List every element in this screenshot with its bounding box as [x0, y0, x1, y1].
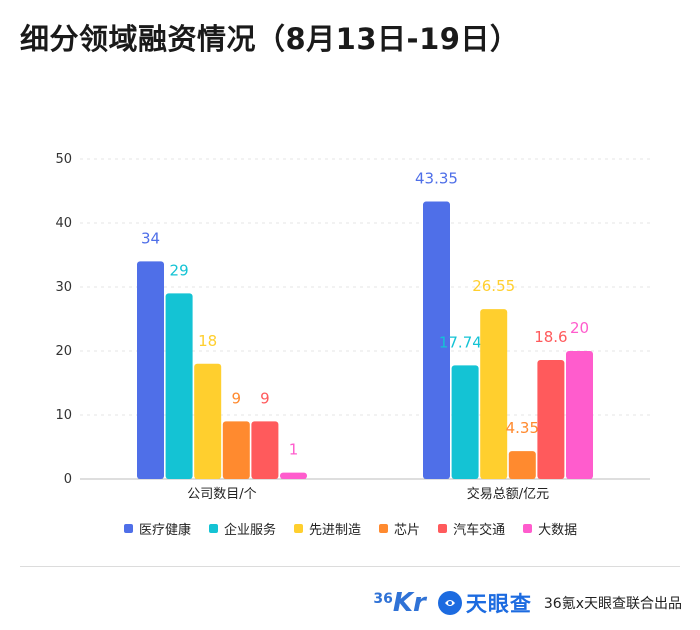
- footer-divider: [20, 566, 680, 567]
- bar: [423, 201, 450, 479]
- legend-item: 汽车交通: [438, 519, 505, 538]
- legend-label: 医疗健康: [139, 523, 192, 538]
- bar: [508, 451, 536, 479]
- chart-title: 细分领域融资情况（8月13日-19日）: [20, 22, 520, 56]
- data-label: 29: [170, 261, 189, 279]
- data-label: 1: [289, 441, 299, 459]
- legend-label: 企业服务: [224, 523, 277, 538]
- data-label: 18: [198, 332, 217, 350]
- data-label: 26.55: [472, 277, 515, 295]
- legend-swatch: [209, 524, 219, 533]
- legend-label: 先进制造: [309, 523, 362, 538]
- y-tick-label: 50: [55, 152, 72, 167]
- legend-swatch: [379, 524, 389, 533]
- legend-swatch: [294, 524, 304, 533]
- data-label: 20: [570, 319, 589, 337]
- legend-item: 企业服务: [209, 519, 276, 538]
- tianyancha-logo-icon: [437, 591, 462, 615]
- logo-tianyancha-text: 天眼查: [465, 592, 532, 616]
- legend-swatch: [124, 524, 133, 533]
- bar: [480, 309, 508, 479]
- y-tick-label: 40: [55, 216, 72, 231]
- data-label: 18.6: [534, 328, 567, 346]
- bar: [194, 363, 222, 479]
- legend-swatch: [523, 524, 533, 533]
- data-label: 43.35: [415, 170, 458, 188]
- bar: [137, 261, 164, 479]
- bar-chart: 0 10 20 30 40 50 34 29 18 9 9 1 公司数目/个 43.35 17.745 26.…: [55, 152, 650, 502]
- y-tick-label: 0: [64, 472, 72, 487]
- y-tick-label: 10: [55, 408, 72, 423]
- legend-item: 大数据: [523, 519, 577, 538]
- credit-text: 36氪x天眼查联合出品: [543, 596, 682, 612]
- data-label: 34: [141, 229, 160, 247]
- bar: [165, 293, 193, 479]
- bar: [451, 365, 479, 479]
- bar: [222, 421, 250, 479]
- x-category-label: 公司数目/个: [187, 487, 256, 502]
- logo-36kr: 36 Kr: [373, 590, 425, 616]
- bar: [251, 421, 279, 479]
- legend-label: 芯片: [394, 523, 421, 538]
- y-tick-label: 20: [55, 344, 72, 359]
- logo-tianyancha: 天眼查: [437, 588, 532, 618]
- legend-item: 医疗健康: [124, 519, 191, 538]
- chart-legend: 医疗健康 企业服务 先进制造 芯片 汽车交通 大数据: [124, 519, 595, 538]
- bar: [280, 472, 307, 479]
- logo-36kr-letters: Kr: [392, 588, 426, 618]
- bar: [537, 359, 565, 479]
- data-label: 4.35: [506, 419, 539, 437]
- legend-item: 芯片: [379, 519, 420, 538]
- footer: 36 Kr 天眼查 36氪x天眼查联合出品: [373, 588, 682, 618]
- legend-label: 大数据: [538, 523, 578, 538]
- bar: [566, 351, 593, 479]
- x-category-label: 交易总额/亿元: [467, 486, 549, 502]
- legend-swatch: [438, 524, 448, 533]
- data-label: 9: [232, 389, 242, 407]
- logo-36kr-number: 36: [373, 591, 393, 607]
- y-tick-label: 30: [55, 280, 72, 295]
- data-label: 9: [260, 389, 270, 407]
- legend-label: 汽车交通: [453, 523, 506, 538]
- data-label: 17.745: [439, 333, 492, 351]
- legend-item: 先进制造: [294, 519, 361, 538]
